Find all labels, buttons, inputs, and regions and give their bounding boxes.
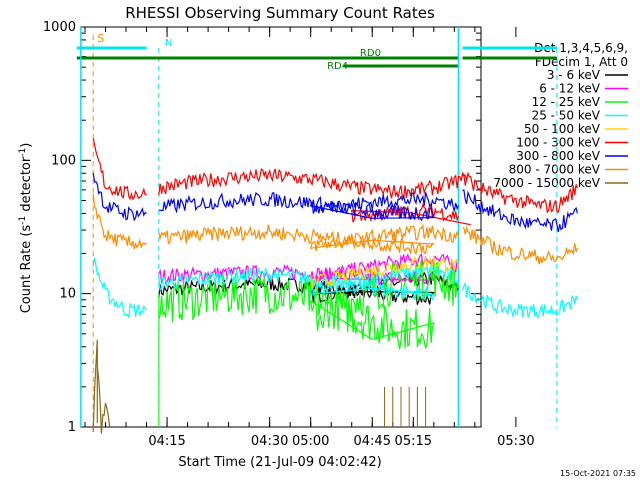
- series-group: [92, 138, 578, 434]
- series-3: [158, 257, 459, 350]
- series-5: [310, 255, 459, 289]
- flag-annotations: S N RD0 RD4: [76, 27, 558, 427]
- flag-n-label: N: [165, 38, 172, 49]
- series-line-segment: [92, 339, 111, 434]
- x-tick-label: 04:30: [251, 434, 288, 449]
- chart-title: RHESSI Observing Summary Count Rates: [125, 4, 435, 22]
- series-line-segment: [158, 257, 459, 350]
- flag-rd0-label: RD0: [360, 48, 381, 59]
- series-line-segment: [461, 281, 578, 320]
- footer-timestamp: 15-Oct-2021 07:35: [560, 469, 636, 478]
- series-9: [92, 339, 427, 434]
- flag-rd4-label: RD4: [327, 61, 348, 72]
- y-axis-label-sup1: -1: [18, 216, 28, 225]
- x-tick-label: 04:15: [148, 434, 185, 449]
- legend-entry-label: 800 - 7000 keV: [509, 163, 601, 177]
- y-axis-label: Count Rate (s-1 detector-1): [18, 143, 34, 314]
- y-axis-label-part3: ): [19, 143, 34, 148]
- y-tick-label: 10: [59, 287, 76, 302]
- x-tick-label: 05:15: [395, 434, 432, 449]
- y-tick-label: 100: [51, 153, 76, 168]
- series-line-segment: [92, 138, 147, 201]
- legend-entry-label: 50 - 100 keV: [524, 122, 601, 136]
- series-line-segment: [158, 223, 459, 256]
- series-line-segment: [158, 168, 468, 199]
- x-tick-label: 05:30: [497, 434, 534, 449]
- series-7: [92, 172, 578, 233]
- legend-entry-label: 3 - 6 keV: [547, 68, 601, 82]
- legend-header-line-1: Det 1,3,4,5,6,9,: [534, 41, 628, 55]
- y-axis-label-sup2: -1: [18, 148, 28, 157]
- series-line-segment: [158, 263, 459, 301]
- y-tick-label: 1: [68, 420, 76, 435]
- legend-entry-label: 300 - 800 keV: [516, 149, 600, 163]
- series-line-segment: [92, 172, 147, 222]
- x-tick-label: 05:00: [292, 434, 329, 449]
- flag-s-label: S: [97, 32, 104, 45]
- legend-entry-label: 6 - 12 keV: [539, 82, 601, 96]
- series-line-segment: [310, 255, 459, 289]
- legend-entry-label: 7000 - 15000 keV: [493, 176, 600, 190]
- series-line-segment: [92, 193, 147, 250]
- x-axis-label: Start Time (21-Jul-09 04:02:42): [178, 455, 381, 470]
- series-line-segment: [351, 202, 471, 226]
- series-6: [92, 138, 578, 226]
- series-8: [92, 193, 578, 265]
- y-axis-label-part1: Count Rate (s: [19, 225, 34, 314]
- series-line-segment: [462, 225, 578, 265]
- series-line-segment: [462, 171, 578, 214]
- x-tick-label: 04:45: [354, 434, 391, 449]
- legend-entry-label: 100 - 300 keV: [516, 136, 600, 150]
- series-line-segment: [92, 257, 148, 319]
- series-line-segment: [462, 189, 578, 233]
- legend-entry-label: 12 - 25 keV: [532, 95, 601, 109]
- series-line-segment: [158, 191, 459, 222]
- y-axis-label-part2: detector: [19, 156, 34, 216]
- legend-header-line-2: FDecim 1, Att 0: [535, 55, 628, 69]
- legend-entry-label: 25 - 50 keV: [532, 109, 601, 123]
- plot-frame: [80, 26, 482, 428]
- legend: Det 1,3,4,5,6,9, FDecim 1, Att 0 3 - 6 k…: [493, 41, 628, 190]
- y-tick-label: 1000: [43, 20, 76, 35]
- series-4: [92, 257, 578, 320]
